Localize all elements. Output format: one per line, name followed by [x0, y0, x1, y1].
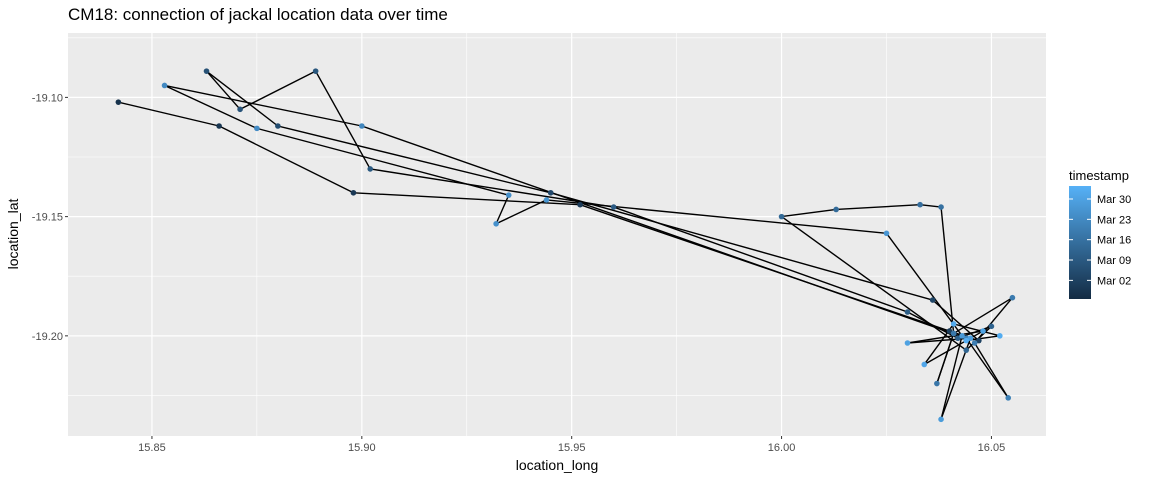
- y-axis-ticks: -19.10 -19.15 -19.20: [32, 92, 68, 343]
- track-segment: [118, 101, 220, 127]
- location-point: [904, 340, 911, 346]
- location-point: [505, 192, 512, 198]
- x-tick-label: 15.85: [138, 442, 166, 454]
- track-segment: [361, 125, 967, 339]
- location-point: [959, 333, 965, 339]
- location-point: [938, 416, 944, 423]
- y-tick-label: -19.10: [32, 92, 63, 104]
- location-point: [980, 328, 986, 334]
- track-segment: [164, 84, 362, 127]
- track-segment: [953, 297, 1013, 335]
- x-tick-label: 15.90: [348, 442, 376, 454]
- track-segment: [164, 84, 258, 130]
- track-segment: [256, 127, 509, 196]
- legend-ticks: Mar 30 Mar 23 Mar 16 Mar 09 Mar 02: [1069, 194, 1131, 287]
- location-point: [976, 337, 982, 344]
- track-segment: [923, 330, 984, 366]
- track-segment: [907, 330, 984, 344]
- legend-title: timestamp: [1069, 168, 1129, 183]
- location-point: [237, 106, 243, 113]
- track-segment: [940, 335, 963, 420]
- location-point: [997, 333, 1003, 339]
- location-point: [950, 330, 957, 337]
- location-point: [312, 68, 319, 74]
- track-segment: [550, 192, 933, 301]
- track-segment: [940, 207, 955, 334]
- location-point: [904, 309, 911, 315]
- legend-label: Mar 30: [1097, 194, 1131, 206]
- track-segment: [353, 192, 581, 206]
- legend-label: Mar 16: [1097, 235, 1131, 247]
- location-point: [971, 340, 978, 346]
- x-tick-label: 16.00: [768, 442, 796, 454]
- track-segment: [974, 297, 1013, 344]
- location-point: [955, 335, 961, 342]
- track-segment: [781, 208, 837, 218]
- location-point: [967, 335, 974, 342]
- chart-title: CM18: connection of jackal location data…: [68, 5, 448, 24]
- track-segment: [836, 203, 921, 211]
- x-axis-ticks: 15.85 15.90 15.95 16.00 16.05: [138, 436, 1005, 454]
- location-point: [203, 68, 210, 74]
- location-point: [883, 230, 890, 237]
- location-point: [988, 323, 995, 330]
- track-segment: [495, 199, 547, 225]
- track-segment: [206, 70, 279, 127]
- track-segment: [613, 206, 908, 313]
- location-point: [115, 99, 122, 105]
- location-point: [577, 201, 583, 208]
- track-segment: [885, 232, 963, 337]
- location-point: [833, 206, 839, 213]
- track-segment: [965, 337, 1009, 399]
- y-tick-label: -19.20: [32, 331, 63, 343]
- location-point: [917, 201, 923, 208]
- location-point: [547, 189, 554, 196]
- grid-lines: [68, 33, 1046, 436]
- track-segment: [936, 333, 955, 384]
- x-tick-label: 15.95: [558, 442, 586, 454]
- legend-label: Mar 23: [1097, 214, 1131, 226]
- location-point: [963, 337, 970, 344]
- track-segment: [218, 125, 354, 194]
- location-point: [1009, 294, 1016, 301]
- legend-label: Mar 09: [1097, 255, 1131, 267]
- track-segment: [495, 194, 510, 225]
- y-axis-title: location_lat: [5, 198, 21, 269]
- data-points: [115, 68, 1016, 423]
- y-tick-label: -19.15: [32, 212, 63, 224]
- plot-panel: [68, 33, 1046, 436]
- location-point: [929, 297, 936, 303]
- location-point: [493, 220, 499, 227]
- track-segment: [277, 125, 551, 194]
- location-point: [359, 123, 365, 129]
- location-point: [161, 82, 168, 89]
- track-segment: [315, 70, 371, 170]
- track-segment: [953, 323, 1001, 337]
- x-tick-label: 16.05: [978, 442, 1006, 454]
- legend-colorbar: [1069, 186, 1091, 299]
- location-point: [946, 328, 953, 334]
- location-point: [1005, 395, 1012, 401]
- track-segment: [546, 199, 887, 235]
- track-segment: [205, 70, 241, 110]
- location-point: [275, 123, 281, 129]
- location-point: [778, 213, 785, 220]
- location-point: [350, 189, 357, 196]
- location-point: [254, 125, 260, 132]
- location-point: [934, 380, 940, 387]
- location-point: [610, 204, 617, 210]
- location-point: [543, 197, 550, 203]
- location-point: [938, 204, 944, 210]
- location-point: [963, 347, 970, 353]
- location-point: [216, 123, 222, 129]
- track-lines: [118, 70, 1013, 420]
- legend-label: Mar 02: [1097, 275, 1131, 287]
- location-point: [950, 321, 957, 327]
- x-axis-title: location_long: [516, 457, 599, 473]
- legend: timestamp Mar 30 Mar 23 Mar 16 Mar 09 Mar 02: [1069, 168, 1131, 299]
- location-point: [367, 166, 374, 172]
- location-point: [921, 361, 928, 368]
- track-segment: [919, 203, 942, 208]
